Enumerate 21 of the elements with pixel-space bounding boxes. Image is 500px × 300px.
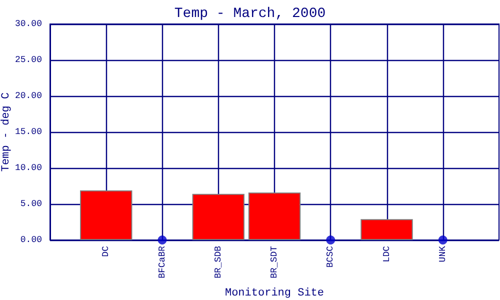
x-tick-label: BR_SDB [213,245,224,278]
x-axis-title: Monitoring Site [224,288,324,300]
x-tick-label: BCSC [326,245,336,268]
y-tick-label: 15.00 [14,127,42,137]
x-tick-label: LDC [382,245,392,262]
y-tick-label: 20.00 [14,91,42,101]
y-tick-label: 5.00 [20,199,42,209]
x-tick-label: BFCaBR [157,245,168,278]
y-tick-label: 10.00 [14,163,42,173]
x-tick-label: DC [101,245,112,257]
y-tick-label: 30.00 [14,19,42,29]
chart-title: Temp - March, 2000 [174,6,326,22]
x-tick-label: BR_SDT [270,245,280,278]
bar [248,192,301,240]
bar [80,190,132,240]
bar [360,219,413,240]
bar [192,194,244,240]
y-tick-label: 0.00 [20,235,42,245]
y-tick-label: 25.00 [14,55,42,65]
x-tick-label: UNK [438,245,448,262]
y-axis-title: Temp - deg C [0,92,12,172]
